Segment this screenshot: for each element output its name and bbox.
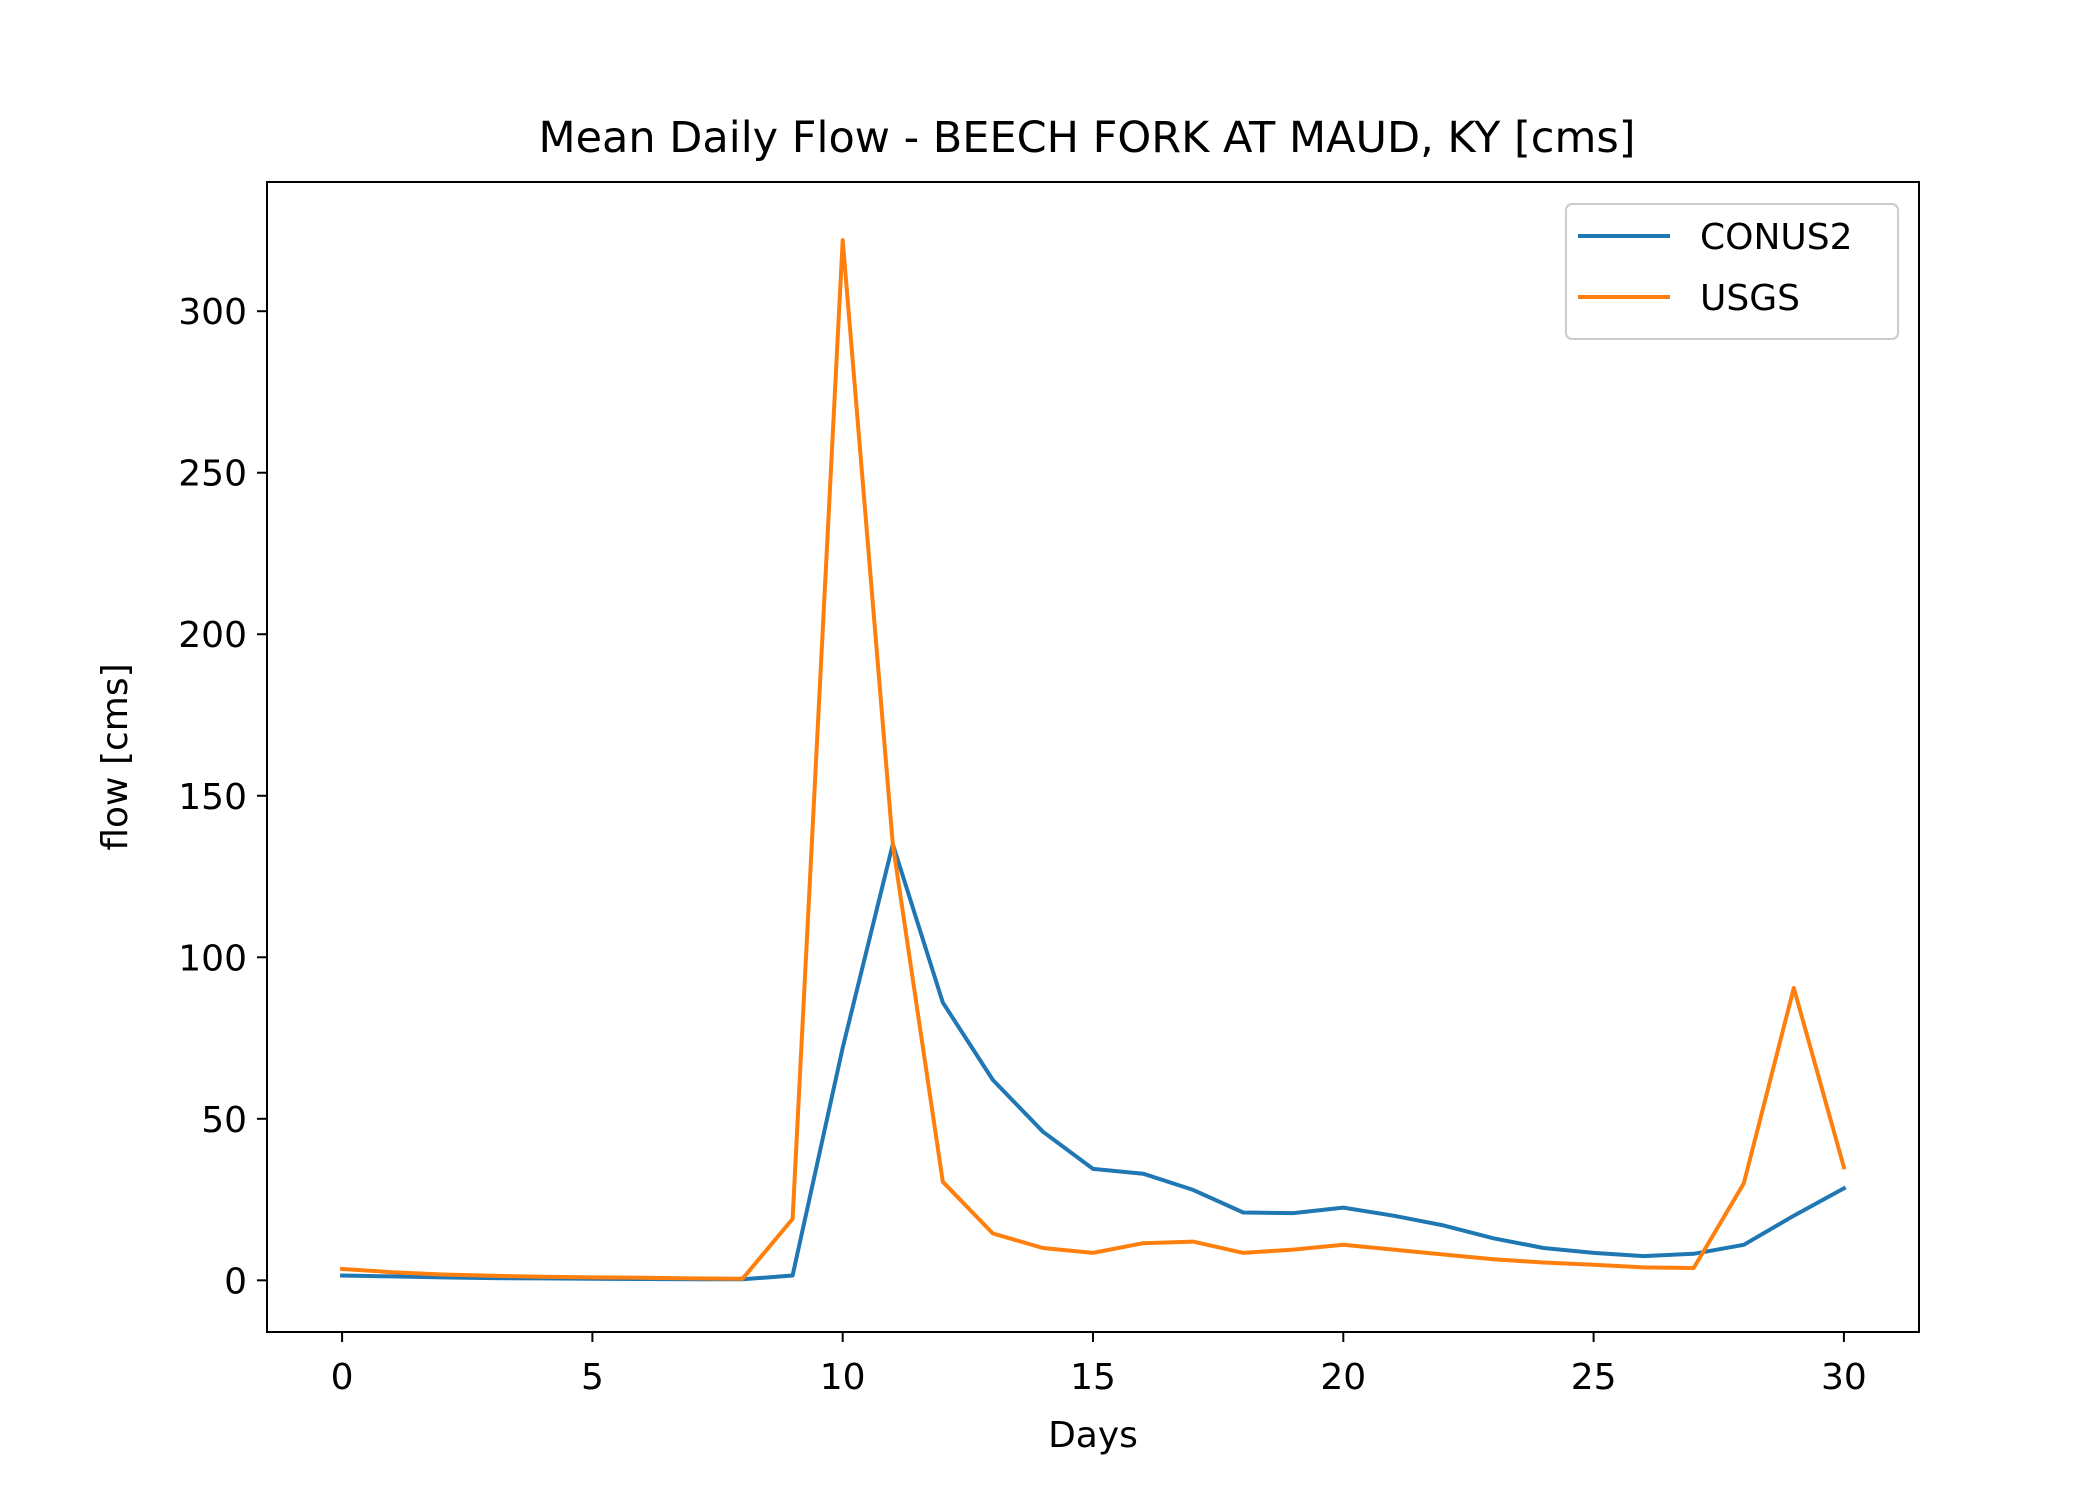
chart-title: Mean Daily Flow - BEECH FORK AT MAUD, KY… — [538, 113, 1635, 163]
legend-items: CONUS2 USGS — [1578, 217, 1853, 319]
legend: CONUS2 USGS — [1565, 203, 1899, 340]
y-tick-label: 50 — [201, 1100, 247, 1141]
plot-background — [267, 182, 1919, 1332]
y-tick-label: 0 — [224, 1261, 247, 1302]
x-tick-label: 0 — [331, 1357, 354, 1398]
legend-label-conus2: CONUS2 — [1700, 217, 1853, 258]
x-tick-label: 30 — [1821, 1357, 1867, 1398]
y-tick-label: 150 — [178, 777, 247, 818]
legend-label-usgs: USGS — [1700, 278, 1800, 319]
x-tick-label: 20 — [1320, 1357, 1366, 1398]
x-tick-label: 5 — [581, 1357, 604, 1398]
y-tick-label: 300 — [178, 292, 247, 333]
x-tick-label: 15 — [1070, 1357, 1116, 1398]
x-tick-label: 10 — [820, 1357, 866, 1398]
x-tick-label: 25 — [1571, 1357, 1617, 1398]
plot-area — [266, 181, 1920, 1333]
series-layer — [339, 238, 1847, 1282]
y-tick-label: 100 — [178, 938, 247, 979]
y-axis: 0 50 100 150 200 250 300 — [178, 292, 267, 1302]
y-tick-label: 250 — [178, 454, 247, 495]
y-axis-label: flow [cms] — [95, 663, 136, 850]
x-axis-label: Days — [1048, 1415, 1138, 1456]
y-tick-label: 200 — [178, 615, 247, 656]
series-line-usgs — [339, 238, 1847, 1281]
x-axis: 0 5 10 15 20 25 30 — [331, 1332, 1867, 1398]
